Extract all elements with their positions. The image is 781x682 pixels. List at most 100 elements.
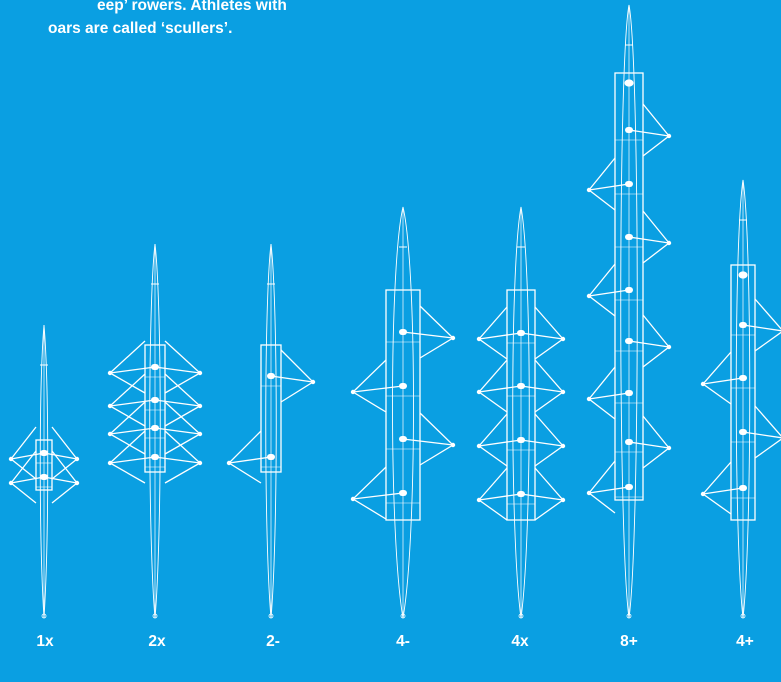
boat-label-2-: 2- [266, 633, 280, 650]
rower-seat [40, 474, 48, 480]
intro-line-1: eep’ rowers. Athletes with [97, 0, 287, 14]
rigger [628, 314, 670, 368]
rigger [588, 366, 630, 420]
oarlock [8, 456, 14, 462]
boat-4+ [700, 179, 781, 619]
oarlock [700, 381, 706, 387]
oarlock [197, 370, 203, 376]
rigger [351, 359, 404, 413]
rigger [520, 413, 564, 467]
rigger [478, 359, 522, 413]
rigger [154, 430, 202, 484]
coxswain-seat [738, 271, 748, 279]
oarlock [666, 240, 672, 246]
rower-seat [625, 390, 633, 396]
oarlock [350, 389, 356, 395]
cockpit [506, 289, 536, 521]
rower-seat [625, 234, 633, 240]
oarlock [107, 403, 113, 409]
boat-label-1x: 1x [36, 633, 54, 650]
rower-seat [625, 338, 633, 344]
rigger [588, 263, 630, 317]
rigger [10, 450, 45, 504]
rower-seat [151, 397, 159, 403]
cockpit [144, 344, 166, 473]
cockpit [385, 289, 421, 521]
rigger [588, 157, 630, 211]
oarlock [197, 403, 203, 409]
rower-seat [267, 373, 275, 379]
rigger [520, 306, 564, 360]
oarlock [560, 497, 566, 503]
boat-4x [476, 206, 566, 619]
oarlock [197, 460, 203, 466]
boat-4- [350, 206, 456, 619]
rower-seat [739, 485, 747, 491]
oarlock [666, 445, 672, 451]
rower-seat [399, 383, 407, 389]
oarlock [107, 460, 113, 466]
oarlock [476, 443, 482, 449]
rigger [10, 426, 45, 480]
rower-seat [399, 436, 407, 442]
oarlock [8, 480, 14, 486]
oarlock [560, 443, 566, 449]
boat-2- [226, 243, 316, 619]
rigger [270, 349, 315, 403]
oarlock [450, 442, 456, 448]
bow-ball [740, 613, 746, 619]
rower-seat [151, 364, 159, 370]
oarlock [586, 293, 592, 299]
oarlock [74, 480, 80, 486]
oarlock [476, 497, 482, 503]
rigger [43, 450, 78, 504]
rower-seat [739, 322, 747, 328]
rower-seat [399, 329, 407, 335]
rower-seat [151, 454, 159, 460]
rigger [402, 305, 455, 359]
cockpit [730, 264, 756, 521]
boat-label-2x: 2x [148, 633, 166, 650]
rower-seat [40, 450, 48, 456]
boat-8+ [586, 4, 672, 619]
rower-seat [625, 181, 633, 187]
oarlock [586, 490, 592, 496]
rigger [628, 415, 670, 469]
intro-line-2: oars are called ‘scullers’. [48, 20, 233, 37]
oarlock [666, 133, 672, 139]
bow-ball [41, 613, 47, 619]
bow-ball [152, 613, 158, 619]
rigger [154, 373, 202, 427]
boat-label-4-: 4- [396, 633, 410, 650]
rower-seat [625, 127, 633, 133]
boat-label-4x: 4x [511, 633, 529, 650]
rower-seat [267, 454, 275, 460]
oarlock [586, 187, 592, 193]
coxswain-seat [624, 79, 634, 87]
oarlock [107, 370, 113, 376]
rigger [702, 351, 744, 405]
oarlock [226, 460, 232, 466]
boat-label-4+: 4+ [736, 633, 754, 650]
rigger [520, 467, 564, 521]
cockpit [260, 344, 282, 473]
rower-seat [625, 439, 633, 445]
bow-ball [268, 613, 274, 619]
oarlock [586, 396, 592, 402]
rower-seat [399, 490, 407, 496]
oarlock [666, 344, 672, 350]
rower-seat [517, 383, 525, 389]
rower-seat [625, 484, 633, 490]
cockpit [614, 72, 644, 501]
oarlock [450, 335, 456, 341]
oarlock [197, 431, 203, 437]
oarlock [560, 336, 566, 342]
oarlock [350, 496, 356, 502]
boat-1x [8, 324, 80, 619]
bow-ball [626, 613, 632, 619]
rower-seat [517, 330, 525, 336]
rower-seat [517, 491, 525, 497]
rigger [108, 430, 156, 484]
rigger [742, 298, 781, 352]
